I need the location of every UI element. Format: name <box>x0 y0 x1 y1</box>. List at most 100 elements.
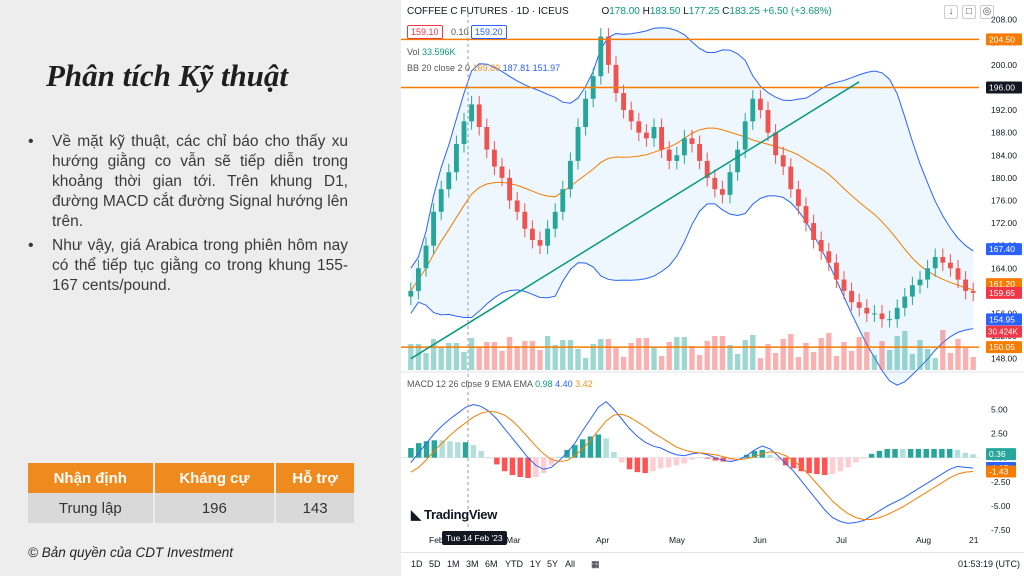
bollinger-indicator-label[interactable]: BB 20 close 2 0 169.89 187.81 151.97 <box>407 63 561 73</box>
date-range-icon[interactable]: ▦ <box>591 559 600 569</box>
volume-bar <box>734 354 741 370</box>
candle-body <box>795 189 801 207</box>
macd-histogram-bar <box>611 451 617 458</box>
tf-ytd[interactable]: YTD <box>505 559 523 569</box>
macd-histogram-bar <box>681 457 687 464</box>
macd-histogram-bar <box>775 457 781 461</box>
fullscreen-icon[interactable]: □ <box>962 5 976 19</box>
tf-all[interactable]: All <box>565 559 576 569</box>
macd-histogram-bar <box>884 448 890 458</box>
macd-histogram-bar <box>415 443 422 458</box>
macd-label: -1.43 <box>989 466 1009 476</box>
macd-histogram-bar <box>751 450 758 458</box>
volume-bar <box>674 337 680 370</box>
tf-6m[interactable]: 6M <box>485 559 498 569</box>
camera-icon[interactable]: ◎ <box>980 5 994 19</box>
macd-histogram-bar <box>845 457 851 468</box>
price-axis-tick: 188.00 <box>991 128 1017 138</box>
volume-bar <box>544 336 551 370</box>
candle-body <box>529 228 535 241</box>
tradingview-chart[interactable]: 208.00204.00200.00196.00192.00188.00184.… <box>401 0 1024 576</box>
candle-body <box>757 98 763 111</box>
macd-histogram-bar <box>931 448 937 458</box>
support-resistance-table: Nhận định Kháng cự Hỗ trợ Trung lập 196 … <box>28 463 354 523</box>
macd-histogram-bar <box>556 456 562 458</box>
price-label-box <box>986 313 1022 326</box>
candle-body <box>811 223 817 241</box>
candle-body <box>605 36 611 65</box>
candle-body <box>780 155 786 167</box>
volume-bar <box>704 341 710 370</box>
price-label-box <box>986 81 1022 94</box>
candle-body <box>446 172 452 190</box>
macd-histogram-bar <box>470 445 477 458</box>
tf-1d[interactable]: 1D <box>411 559 423 569</box>
macd-histogram-bar <box>642 457 648 474</box>
candle-body <box>453 143 459 173</box>
x-axis-label: Aug <box>916 535 931 545</box>
candle-body <box>704 160 710 178</box>
tf-1y[interactable]: 1Y <box>530 559 542 569</box>
volume-indicator-label[interactable]: Vol 33.596K <box>407 47 456 57</box>
volume-bar <box>582 358 589 370</box>
bollinger-lower-line <box>410 195 974 386</box>
volume-bar <box>605 339 612 370</box>
macd-histogram-bar <box>462 442 469 458</box>
macd-histogram-bar <box>455 442 461 458</box>
volume-bar <box>689 346 695 370</box>
macd-histogram-bar <box>494 457 500 465</box>
volume-bar <box>940 330 946 370</box>
macd-histogram-bar <box>954 449 961 458</box>
volume-bar <box>423 353 429 370</box>
volume-bar <box>856 337 862 370</box>
volume-bar <box>879 341 885 370</box>
tf-5y[interactable]: 5Y <box>547 559 559 569</box>
candle-body <box>765 110 771 133</box>
candle-body <box>643 132 649 139</box>
candle-body <box>788 166 794 190</box>
candle-body <box>833 262 839 280</box>
tf-3m[interactable]: 3M <box>466 559 479 569</box>
macd-histogram-bar <box>697 457 703 459</box>
candle-body <box>484 127 490 150</box>
ask-price[interactable]: 159.20 <box>471 25 507 39</box>
bullet-item: Về mặt kỹ thuật, các chỉ báo cho thấy xu… <box>28 132 348 232</box>
volume-bar <box>917 340 923 370</box>
volume-bar <box>795 357 802 370</box>
macd-indicator-label[interactable]: MACD 12 26 close 9 EMA EMA 0.98 4.40 3.4… <box>407 379 593 389</box>
price-axis-tick: 192.00 <box>991 105 1017 115</box>
candle-body <box>507 177 513 201</box>
candle-body <box>932 256 938 269</box>
price-label-box <box>986 33 1022 46</box>
signal-line <box>410 410 974 521</box>
bid-price[interactable]: 159.10 <box>407 25 443 39</box>
tf-5d[interactable]: 5D <box>429 559 441 569</box>
volume-bar <box>932 358 938 370</box>
macd-histogram-bar <box>665 457 672 468</box>
volume-bar <box>841 342 847 370</box>
candle-body <box>415 268 421 291</box>
volume-bar <box>575 349 581 370</box>
cell-support: 143 <box>275 493 354 523</box>
volume-bar <box>712 336 718 370</box>
volume-bar <box>499 351 505 370</box>
volume-bar <box>484 342 490 370</box>
candle-body <box>560 189 566 212</box>
tf-1m[interactable]: 1M <box>447 559 460 569</box>
chart-canvas[interactable]: 208.00204.00200.00196.00192.00188.00184.… <box>401 0 1024 552</box>
price-label: 167.40 <box>989 244 1015 254</box>
volume-bar <box>780 339 786 370</box>
price-label: 150.05 <box>989 342 1015 352</box>
bullet-item: Như vậy, giá Arabica trong phiên hôm nay… <box>28 236 348 296</box>
volume-bar <box>818 338 824 370</box>
candle-body <box>674 155 680 161</box>
candle-body <box>681 138 687 156</box>
spread-value: 0.10 <box>451 27 469 37</box>
price-axis-tick: 148.00 <box>991 354 1017 364</box>
analysis-bullets: Về mặt kỹ thuật, các chỉ báo cho thấy xu… <box>28 132 348 300</box>
download-icon[interactable]: ↓ <box>944 5 958 19</box>
candle-body <box>947 262 953 269</box>
x-axis-label: Apr <box>596 535 609 545</box>
symbol-label[interactable]: COFFEE C FUTURES · 1D · ICEUS <box>407 6 569 17</box>
candle-body <box>438 189 444 212</box>
